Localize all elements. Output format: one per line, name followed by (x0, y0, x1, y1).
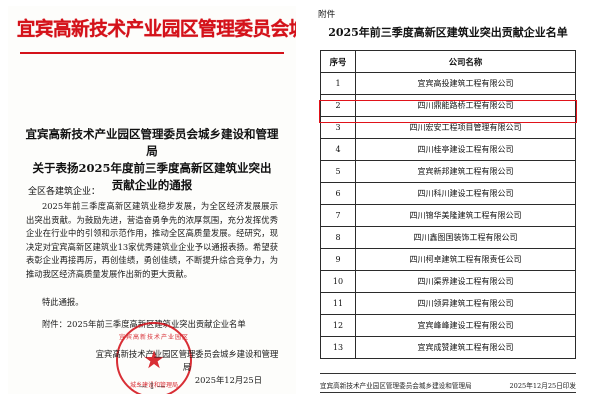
row-company-name: 四川科川建设工程有限公司 (355, 182, 576, 205)
row-company-name: 宜宾成赞建筑工程有限公司 (355, 336, 576, 359)
row-company-name: 宜宾高投建筑工程有限公司 (355, 72, 576, 95)
table-row: 11 四川领昇建筑工程有限公司 (320, 292, 576, 315)
document-title-line-1: 宜宾高新技术产业园区管理委员会城乡建设和管理局 (25, 127, 279, 158)
footer-issue-date: 2025年12月25日印发 (509, 382, 576, 390)
row-company-name: 宜宾新邦建筑工程有限公司 (355, 160, 576, 183)
row-index: 11 (320, 292, 356, 315)
row-index: 5 (320, 160, 356, 183)
footer-bottom-rule (320, 392, 576, 393)
company-list-table: 序号 公司名称 1 宜宾高投建筑工程有限公司 2 四川鼎能路桥工程有限公司 3 四川宏… (320, 50, 576, 359)
row-company-name: 宜宾峰峰建设工程有限公司 (355, 314, 576, 337)
document-closing-note: 特此通报。 (42, 297, 84, 307)
document-body-paragraph: 2025年前三季度高新区建筑业稳步发展，为全区经济发展展示出突出贡献。为鼓励先进… (26, 201, 278, 279)
red-separator-line (20, 52, 284, 54)
row-index: 13 (320, 336, 356, 359)
right-document-page: 附件 2025年前三季度高新区建筑业突出贡献企业名单 序号 公司名称 1 宜宾高投… (304, 6, 592, 394)
document-body: 2025年前三季度高新区建筑业稳步发展，为全区经济发展展示出突出贡献。为鼓励先进… (26, 200, 278, 282)
row-index: 12 (320, 314, 356, 337)
row-index: 8 (320, 226, 356, 249)
table-row: 3 四川宏安工程项目管理有限公司 (320, 116, 576, 139)
document-signer: 宜宾高新技术产业园区管理委员会城乡建设和管理局 (95, 349, 279, 372)
table-row: 9 四川柯卓建筑工程有限责任公司 (320, 248, 576, 271)
row-company-name: 四川宏安工程项目管理有限公司 (355, 116, 576, 139)
company-list-title: 2025年前三季度高新区建筑业突出贡献企业名单 (328, 26, 568, 39)
table-row: 4 四川桂亭建设工程有限公司 (320, 138, 576, 161)
footer-issuer: 宜宾高新技术产业园区管理委员会城乡建设和管理局 (320, 382, 472, 390)
row-company-name: 四川锦华美隆建筑工程有限公司 (355, 204, 576, 227)
page-number: — 1 — (138, 382, 166, 391)
row-index: 10 (320, 270, 356, 293)
document-title: 宜宾高新技术产业园区管理委员会城乡建设和管理局 关于表扬2025年度前三季度高新… (22, 126, 282, 194)
seal-top-text: 宜宾高新技术产业园区 (118, 334, 189, 341)
left-document-page: 宜宾高新技术产业园区管理委员会城乡建设和管理局 宜宾高新技术产业园区管理委员会城… (8, 6, 296, 394)
row-company-name: 四川鼎能路桥工程有限公司 (355, 94, 576, 117)
footer-row: 宜宾高新技术产业园区管理委员会城乡建设和管理局 2025年12月25日印发 (320, 380, 576, 390)
row-index: 9 (320, 248, 356, 271)
table-row: 12 宜宾峰峰建设工程有限公司 (320, 314, 576, 337)
footer-top-rule (320, 373, 576, 374)
row-index: 1 (320, 72, 356, 95)
table-row: 5 宜宾新邦建筑工程有限公司 (320, 160, 576, 183)
document-title-line-2: 关于表扬2025年度前三季度高新区建筑业突出 (32, 161, 272, 175)
official-red-seal: 宜宾高新技术产业园区 城乡建设和管理局 (116, 322, 192, 394)
table-row: 6 四川科川建设工程有限公司 (320, 182, 576, 205)
table-row: 8 四川鑫图国装饰工程有限公司 (320, 226, 576, 249)
seal-bottom-text: 城乡建设和管理局 (129, 382, 178, 389)
table-row: 1 宜宾高投建筑工程有限公司 (320, 72, 576, 95)
row-index: 4 (320, 138, 356, 161)
document-date: 2025年12月25日 (194, 375, 262, 385)
row-company-name: 四川桂亭建设工程有限公司 (355, 138, 576, 161)
row-company-name: 四川鑫图国装饰工程有限公司 (355, 226, 576, 249)
red-letterhead-title: 宜宾高新技术产业园区管理委员会城乡建设和管理局 (16, 18, 296, 40)
row-company-name: 四川渠界建设工程有限公司 (355, 270, 576, 293)
column-header-name: 公司名称 (355, 50, 576, 73)
document-salutation: 全区各建筑企业： (28, 187, 101, 197)
row-index: 7 (320, 204, 356, 227)
row-company-name: 四川柯卓建筑工程有限责任公司 (355, 248, 576, 271)
table-row: 7 四川锦华美隆建筑工程有限公司 (320, 204, 576, 227)
table-row: 13 宜宾成赞建筑工程有限公司 (320, 336, 576, 359)
row-company-name: 四川领昇建筑工程有限公司 (355, 292, 576, 315)
table-row: 10 四川渠界建设工程有限公司 (320, 270, 576, 293)
row-index: 3 (320, 116, 356, 139)
column-header-index: 序号 (320, 50, 356, 73)
row-index: 6 (320, 182, 356, 205)
attachment-label: 附件 (318, 10, 336, 20)
company-list-body: 1 宜宾高投建筑工程有限公司 2 四川鼎能路桥工程有限公司 3 四川宏安工程项目管理有… (320, 72, 576, 359)
table-row: 2 四川鼎能路桥工程有限公司 (320, 94, 576, 117)
table-header-row: 序号 公司名称 (320, 50, 576, 73)
row-index: 2 (320, 94, 356, 117)
document-title-line-3: 贡献企业的通报 (111, 178, 193, 192)
